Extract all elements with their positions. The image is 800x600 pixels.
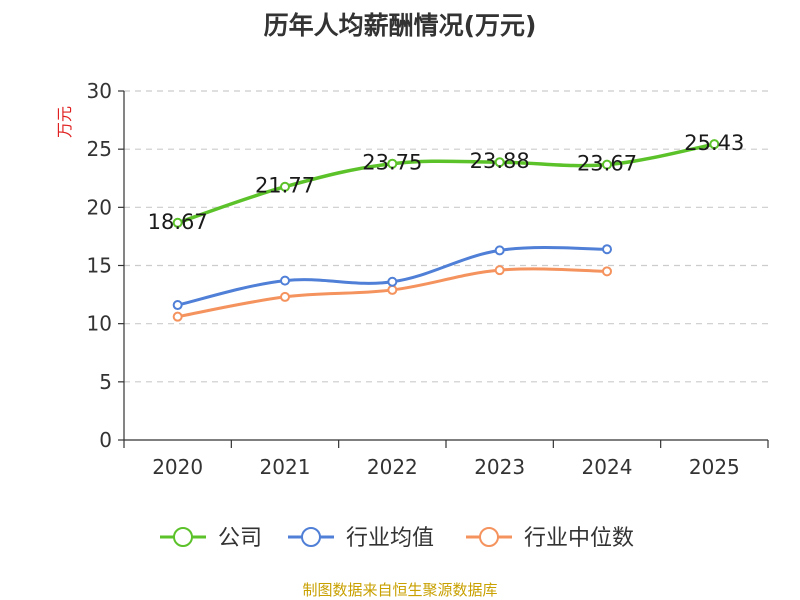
data-label-layer: 18.67 21.77 23.75 23.88 23.67 25.43 bbox=[148, 131, 745, 234]
grid-layer bbox=[124, 90, 768, 383]
chart-title: 历年人均薪酬情况(万元) bbox=[263, 11, 537, 40]
data-point bbox=[494, 157, 505, 168]
data-point bbox=[280, 275, 290, 286]
x-tick-label: 2022 bbox=[367, 455, 418, 479]
series-layer bbox=[172, 139, 720, 322]
legend-circle-marker bbox=[479, 527, 499, 547]
y-tick-label: 0 bbox=[99, 428, 112, 452]
legend-circle-marker bbox=[301, 527, 321, 547]
data-point bbox=[172, 300, 183, 311]
legend-item-label: 行业均值 bbox=[346, 526, 434, 551]
y-tick-label: 30 bbox=[87, 79, 112, 103]
legend-circle-marker bbox=[173, 527, 193, 547]
data-label: 25.43 bbox=[684, 131, 744, 155]
data-label: 18.67 bbox=[148, 210, 208, 234]
data-point bbox=[494, 245, 505, 256]
x-tick-label: 2024 bbox=[582, 455, 633, 479]
data-point bbox=[280, 291, 290, 302]
x-tick-label: 2021 bbox=[260, 455, 311, 479]
data-point bbox=[172, 311, 183, 322]
series-line-0 bbox=[175, 142, 717, 225]
y-tick-label: 25 bbox=[87, 137, 112, 161]
data-point bbox=[494, 265, 505, 276]
series-line-1 bbox=[176, 245, 609, 307]
x-tick-label: 2025 bbox=[689, 455, 740, 479]
legend-item-label: 公司 bbox=[218, 526, 262, 551]
data-point bbox=[280, 181, 290, 192]
y-tick-label: 10 bbox=[87, 312, 112, 336]
data-point bbox=[387, 158, 398, 169]
y-tick-label: 5 bbox=[99, 370, 112, 394]
data-label: 23.67 bbox=[577, 152, 637, 176]
x-tick-label: 2023 bbox=[474, 455, 525, 479]
data-point bbox=[172, 217, 183, 228]
legend: 公司 行业均值 行业中位数 bbox=[160, 526, 634, 551]
data-point bbox=[387, 276, 398, 287]
data-label: 23.75 bbox=[362, 151, 422, 175]
data-point bbox=[602, 159, 612, 170]
y-axis-label: 万元 bbox=[55, 106, 74, 138]
legend-item-label: 行业中位数 bbox=[524, 526, 634, 551]
data-label: 21.77 bbox=[255, 174, 315, 198]
data-point bbox=[602, 244, 612, 255]
y-tick-label: 15 bbox=[87, 254, 112, 278]
source-note: 制图数据来自恒生聚源数据库 bbox=[302, 581, 498, 599]
data-point bbox=[602, 266, 612, 277]
data-label: 23.88 bbox=[470, 149, 530, 173]
data-point bbox=[387, 284, 398, 295]
data-point bbox=[709, 139, 720, 150]
x-tick-label: 2020 bbox=[152, 455, 203, 479]
y-tick-label: 20 bbox=[87, 195, 112, 219]
